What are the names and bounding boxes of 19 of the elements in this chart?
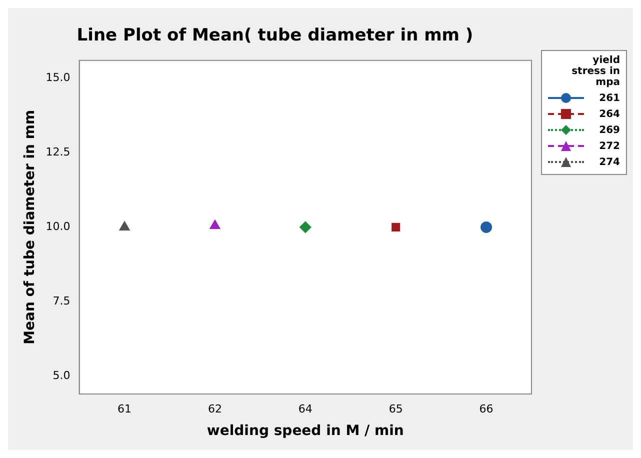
legend-title: yield stress in mpa bbox=[570, 55, 620, 88]
x-tick-label: 61 bbox=[118, 402, 132, 416]
y-tick-label: 7.5 bbox=[52, 294, 70, 308]
legend-label: 269 bbox=[599, 124, 620, 136]
y-tick-label: 15.0 bbox=[46, 71, 70, 84]
y-tick-label: 5.0 bbox=[52, 368, 70, 382]
y-axis-title: Mean of tube diameter in mm bbox=[22, 110, 38, 344]
x-tick-label: 66 bbox=[479, 402, 494, 416]
y-tick-label: 10.0 bbox=[46, 220, 70, 234]
x-tick-label: 65 bbox=[388, 402, 403, 416]
chart-title: Line Plot of Mean( tube diameter in mm ) bbox=[76, 26, 474, 46]
legend-label: 264 bbox=[599, 108, 620, 120]
x-tick-label: 62 bbox=[208, 402, 222, 416]
x-axis-title: welding speed in M / min bbox=[206, 423, 404, 440]
legend-label: 274 bbox=[599, 156, 620, 168]
legend-label: 272 bbox=[599, 140, 620, 152]
x-tick-label: 64 bbox=[298, 402, 312, 416]
legend-label: 261 bbox=[599, 92, 620, 104]
y-tick-label: 12.5 bbox=[46, 146, 70, 159]
